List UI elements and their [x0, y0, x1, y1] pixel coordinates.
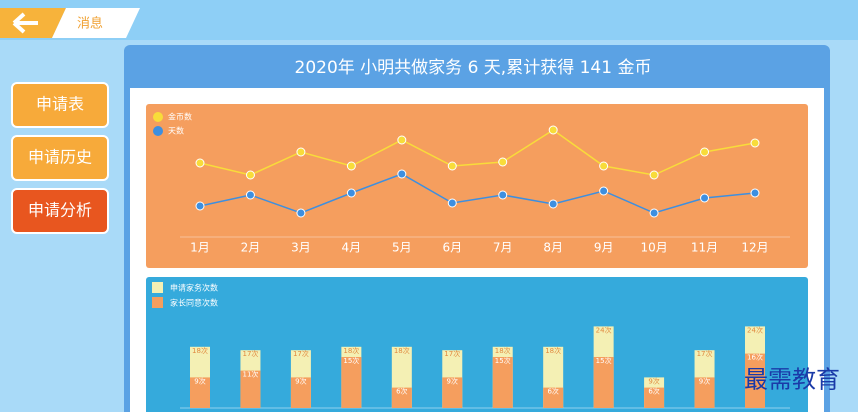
bar — [694, 377, 715, 408]
x-tick-label: 8月 — [543, 241, 563, 255]
bar — [240, 370, 261, 408]
value-label: 6次 — [547, 387, 558, 396]
watermark: 最需教育 — [744, 366, 840, 394]
line — [199, 173, 756, 214]
value-label: 11次 — [242, 370, 258, 379]
value-label: 17次 — [242, 349, 258, 358]
point — [599, 186, 609, 196]
x-tick-label: 9月 — [594, 241, 614, 255]
x-tick-label: 7月 — [493, 241, 513, 255]
value-label: 15次 — [596, 356, 612, 365]
value-label: 18次 — [495, 346, 511, 355]
bar-card — [146, 277, 808, 416]
sidebar-button-label[interactable]: 申请历史 — [28, 148, 92, 167]
value-label: 24次 — [747, 325, 763, 334]
value-label: 6次 — [648, 387, 659, 396]
point — [296, 147, 306, 157]
point — [447, 198, 457, 208]
point — [245, 170, 255, 180]
x-tick-label: 6月 — [442, 241, 462, 255]
legend-marker — [153, 126, 163, 136]
value-label: 9次 — [447, 376, 458, 385]
x-tick-label: 12月 — [741, 241, 768, 255]
legend-label: 家长同意次数 — [170, 298, 218, 308]
x-tick-label: 11月 — [691, 241, 718, 255]
point — [346, 161, 356, 171]
point — [498, 190, 508, 200]
legend-marker — [153, 112, 163, 122]
line — [199, 129, 756, 176]
sidebar-button[interactable] — [11, 82, 109, 128]
bar — [492, 357, 513, 408]
top-bar — [0, 0, 858, 40]
back-arrow — [12, 12, 38, 34]
point — [548, 199, 558, 209]
sidebar-button[interactable] — [11, 135, 109, 181]
point — [548, 125, 558, 135]
value-label: 6次 — [396, 387, 407, 396]
value-label: 18次 — [545, 346, 561, 355]
bar — [290, 377, 311, 408]
line-card — [146, 104, 808, 268]
tab-label[interactable]: 消息 — [77, 16, 103, 32]
bar — [593, 357, 614, 408]
x-tick-label: 1月 — [190, 241, 210, 255]
x-tick-label: 3月 — [291, 241, 311, 255]
point — [195, 201, 205, 211]
x-tick-label: 5月 — [392, 241, 412, 255]
point — [700, 147, 710, 157]
point — [195, 158, 205, 168]
value-label: 15次 — [495, 356, 511, 365]
point — [599, 161, 609, 171]
value-label: 17次 — [444, 349, 460, 358]
value-label: 17次 — [293, 349, 309, 358]
point — [649, 170, 659, 180]
legend-label: 金币数 — [168, 112, 192, 122]
value-label: 9次 — [648, 376, 659, 385]
value-label: 18次 — [343, 346, 359, 355]
bar — [745, 353, 765, 408]
bar — [190, 377, 210, 408]
value-label: 24次 — [596, 325, 612, 334]
x-tick-label: 10月 — [640, 241, 667, 255]
point — [397, 169, 407, 179]
bar — [391, 387, 412, 408]
value-label: 18次 — [192, 346, 208, 355]
value-label: 15次 — [343, 356, 359, 365]
value-label: 18次 — [394, 346, 410, 355]
value-label: 9次 — [699, 376, 710, 385]
point — [649, 208, 659, 218]
value-label: 9次 — [194, 376, 205, 385]
legend-marker — [152, 297, 163, 308]
point — [750, 138, 760, 148]
x-tick-label: 4月 — [342, 241, 362, 255]
point — [397, 135, 407, 145]
point — [750, 188, 760, 198]
legend-label: 天数 — [168, 126, 184, 136]
sidebar-button-label[interactable]: 申请分析 — [28, 201, 92, 220]
value-label: 17次 — [697, 349, 713, 358]
point — [346, 188, 356, 198]
x-tick-label: 2月 — [241, 241, 261, 255]
bar — [442, 377, 463, 408]
point — [498, 157, 508, 167]
point — [245, 190, 255, 200]
panel-title: 2020年 小明共做家务 6 天,累计获得 141 金币 — [295, 58, 652, 78]
bar — [341, 357, 362, 408]
value-label: 16次 — [747, 353, 763, 362]
legend-marker — [152, 282, 163, 293]
tab-bg — [52, 8, 140, 38]
point — [447, 161, 457, 171]
sidebar-button-label[interactable]: 申请表 — [36, 95, 84, 114]
bar — [644, 387, 665, 408]
sidebar-button[interactable] — [11, 188, 109, 234]
point — [296, 208, 306, 218]
legend-label: 申请家务次数 — [170, 283, 218, 293]
bar — [543, 387, 564, 408]
value-label: 9次 — [295, 376, 306, 385]
point — [700, 193, 710, 203]
